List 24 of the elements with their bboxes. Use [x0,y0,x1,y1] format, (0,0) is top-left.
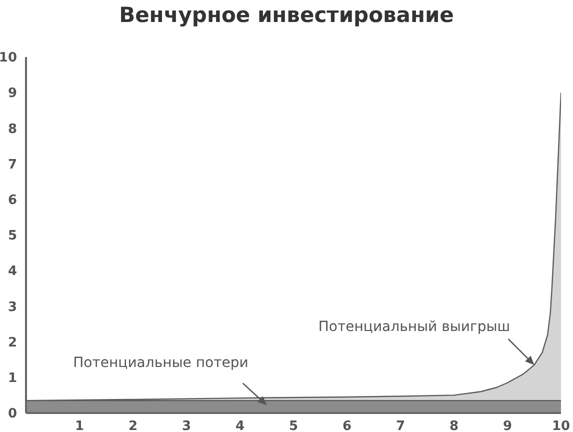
y-tick-label: 3 [8,300,17,315]
y-tick-label: 5 [8,228,17,244]
x-tick-label: 5 [288,419,298,432]
x-tick-label: 7 [396,419,406,432]
x-tick-label: 3 [182,419,192,432]
x-tick-label: 6 [342,419,352,432]
x-tick-label: 2 [128,419,138,432]
y-tick-label: 7 [8,157,17,172]
y-tick-label: 6 [8,193,17,208]
y-tick-label: 9 [8,86,17,102]
annotation: Потенциальный выигрыш [318,318,510,335]
chart-title: Венчурное инвестирование [118,2,455,29]
x-tick-label: 10 [552,419,570,432]
x-tick-label: 4 [235,419,245,432]
y-tick-label: 8 [8,122,17,137]
y-tick-label: 10 [0,50,17,66]
y-tick-label: 2 [8,335,17,350]
y-tick-label: 0 [8,406,17,422]
y-tick-label: 4 [8,264,17,280]
annotation: Потенциальные потери [73,355,248,372]
x-tick-label: 9 [502,419,512,432]
y-tick-label: 1 [8,371,17,386]
x-tick-label: 8 [449,419,459,432]
x-tick-label: 1 [74,419,84,432]
